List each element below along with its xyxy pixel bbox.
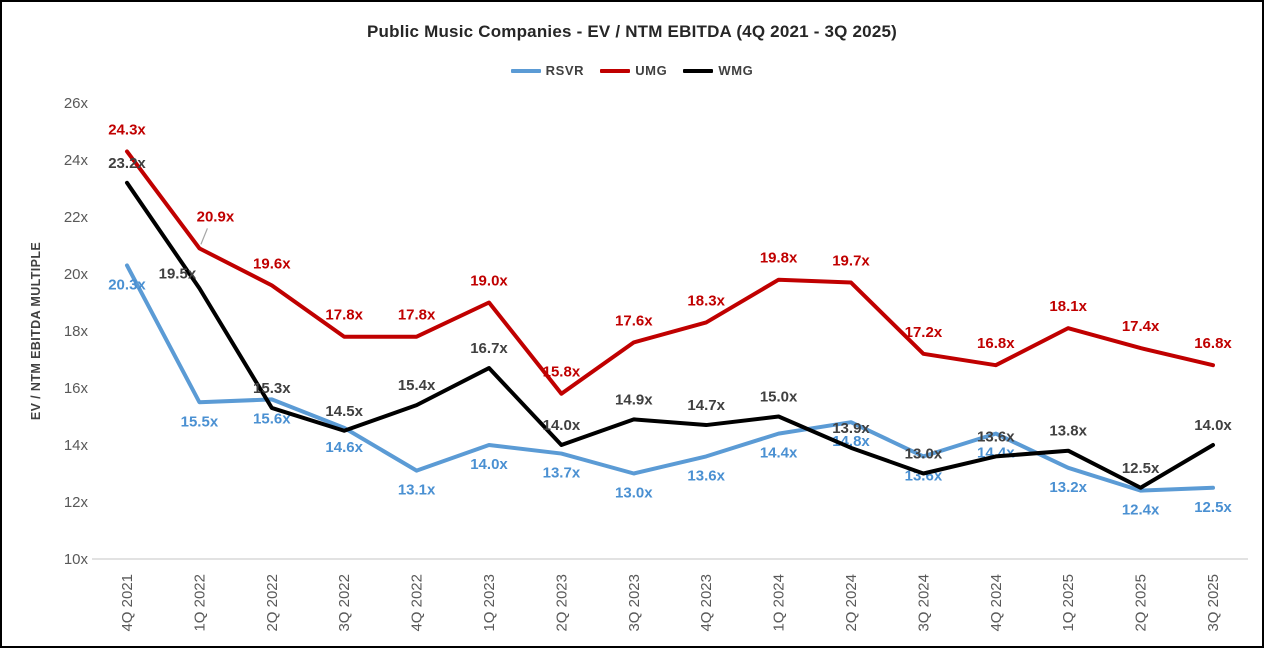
label-leader-line <box>200 228 208 245</box>
data-label-umg: 19.0x <box>470 273 508 290</box>
data-label-wmg: 12.5x <box>1122 460 1160 477</box>
data-label-rsvr: 15.5x <box>181 413 219 430</box>
data-label-rsvr: 13.2x <box>1049 479 1087 496</box>
data-label-wmg: 14.0x <box>1194 417 1232 434</box>
data-label-umg: 19.8x <box>760 250 798 267</box>
y-tick-label: 10x <box>64 551 89 568</box>
data-label-umg: 19.7x <box>832 253 870 270</box>
data-label-rsvr: 14.6x <box>325 439 363 456</box>
x-tick-label: 3Q 2025 <box>1205 574 1222 632</box>
data-label-umg: 18.1x <box>1049 298 1087 315</box>
y-tick-label: 22x <box>64 209 89 226</box>
data-label-rsvr: 20.3x <box>108 276 146 293</box>
y-tick-label: 18x <box>64 323 89 340</box>
series-line-umg <box>125 149 1215 396</box>
y-tick-label: 16x <box>64 380 89 397</box>
data-label-umg: 16.8x <box>1194 335 1232 352</box>
data-label-umg: 19.6x <box>253 255 291 272</box>
x-tick-label: 1Q 2023 <box>481 574 498 632</box>
data-label-umg: 18.3x <box>687 292 725 309</box>
data-label-wmg: 15.0x <box>760 389 798 406</box>
data-label-umg: 16.8x <box>977 335 1015 352</box>
data-label-umg: 17.8x <box>325 307 363 324</box>
data-label-rsvr: 12.4x <box>1122 502 1160 519</box>
data-label-umg: 17.4x <box>1122 318 1160 335</box>
y-tick-label: 24x <box>64 152 89 169</box>
x-tick-label: 4Q 2024 <box>988 574 1005 632</box>
data-label-wmg: 14.5x <box>325 403 363 420</box>
data-label-rsvr: 14.4x <box>760 445 798 462</box>
data-label-wmg: 13.9x <box>832 420 870 437</box>
data-label-wmg: 14.7x <box>687 397 725 414</box>
data-label-wmg: 19.5x <box>159 265 197 282</box>
y-tick-label: 26x <box>64 95 89 112</box>
y-axis-title: EV / NTM EBITDA MULTIPLE <box>29 242 43 420</box>
data-label-wmg: 13.8x <box>1049 423 1087 440</box>
data-label-rsvr: 14.0x <box>470 456 508 473</box>
x-tick-label: 2Q 2025 <box>1133 574 1150 632</box>
x-tick-label: 3Q 2024 <box>915 574 932 632</box>
data-label-rsvr: 13.6x <box>687 467 725 484</box>
x-tick-label: 2Q 2023 <box>553 574 570 632</box>
data-label-wmg: 15.3x <box>253 380 291 397</box>
data-label-umg: 17.2x <box>905 324 943 341</box>
data-label-wmg: 13.6x <box>977 428 1015 445</box>
data-label-wmg: 16.7x <box>470 340 508 357</box>
x-tick-label: 1Q 2024 <box>771 574 788 632</box>
data-label-wmg: 13.0x <box>905 446 943 463</box>
x-tick-label: 1Q 2022 <box>191 574 208 632</box>
data-label-rsvr: 13.1x <box>398 482 436 499</box>
x-tick-label: 3Q 2023 <box>626 574 643 632</box>
data-label-umg: 17.8x <box>398 307 436 324</box>
data-label-rsvr: 13.0x <box>615 485 653 502</box>
x-tick-label: 4Q 2021 <box>119 574 136 632</box>
y-tick-label: 14x <box>64 437 89 454</box>
data-label-wmg: 23.2x <box>108 155 146 172</box>
y-tick-label: 12x <box>64 494 89 511</box>
data-label-umg: 20.9x <box>197 208 235 225</box>
data-label-umg: 15.8x <box>543 364 581 381</box>
data-label-rsvr: 15.6x <box>253 410 291 427</box>
data-label-rsvr: 12.5x <box>1194 499 1232 516</box>
y-tick-label: 20x <box>64 266 89 283</box>
x-tick-label: 3Q 2022 <box>336 574 353 632</box>
data-label-umg: 24.3x <box>108 121 146 138</box>
data-label-umg: 17.6x <box>615 312 653 329</box>
data-label-wmg: 14.9x <box>615 391 653 408</box>
data-label-wmg: 14.0x <box>543 417 581 434</box>
x-tick-label: 4Q 2022 <box>409 574 426 632</box>
x-tick-label: 2Q 2022 <box>264 574 281 632</box>
data-label-rsvr: 13.7x <box>543 465 581 482</box>
x-tick-label: 2Q 2024 <box>843 574 860 632</box>
series-line-wmg <box>125 180 1215 490</box>
x-tick-label: 4Q 2023 <box>698 574 715 632</box>
series-line-rsvr <box>125 263 1215 493</box>
data-label-wmg: 15.4x <box>398 377 436 394</box>
x-tick-label: 1Q 2025 <box>1060 574 1077 632</box>
